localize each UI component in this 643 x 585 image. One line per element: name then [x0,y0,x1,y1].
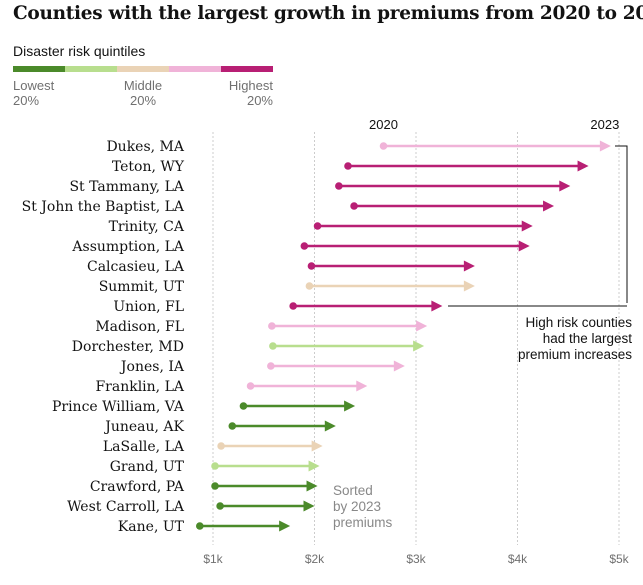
chart-title: Counties with the largest growth in prem… [13,3,643,24]
arrow-head [413,340,425,352]
county-label: Jones, IA [119,359,185,375]
county-label: Juneau, AK [103,419,184,435]
annotation-sorted-line: Sorted [333,483,373,498]
start-point [344,162,352,170]
legend-swatch-3 [117,66,169,72]
legend-swatch-4 [169,66,221,72]
start-point [211,482,219,490]
start-point [269,342,277,350]
start-point [196,522,204,530]
arrow-head [279,520,291,532]
legend-label-middle-line2: 20% [129,93,157,108]
legend-title: Disaster risk quintiles [13,43,146,59]
start-point [313,222,322,230]
start-point [211,462,219,470]
x-tick-label: $2k [305,552,325,566]
arrow-head [463,280,475,292]
legend-label-lowest-line2: 20% [13,93,40,108]
annotation-bracket [615,145,628,303]
series-label-2023: 2023 [590,117,619,132]
start-point [216,502,224,510]
start-point [335,182,343,190]
annotation-high-risk-line: had the largest [543,331,633,346]
arrow-head [416,320,428,332]
x-tick-label: $3k [406,552,426,566]
arrow-head [577,160,589,172]
start-point [228,422,237,430]
arrow-head [599,140,611,152]
arrow-head [559,180,571,192]
legend-swatch-5 [221,66,273,72]
county-label: Kane, UT [118,519,185,535]
arrow-head [518,240,530,252]
annotation-sorted-line: by 2023 [333,499,381,514]
x-tick-label: $1k [203,552,223,566]
start-point [246,382,255,390]
arrow-head [303,500,315,512]
county-label: Calcasieu, LA [87,259,185,275]
start-point [350,202,358,210]
legend-label-highest-line1: Highest [228,78,273,93]
arrow-head [356,380,368,392]
county-label: LaSalle, LA [103,439,185,455]
county-label: Crawford, PA [90,479,185,495]
arrow-head [324,420,336,432]
arrow-head [344,400,356,412]
legend-label-lowest: Lowest 20% [13,78,54,108]
annotation-high-risk-line: premium increases [518,347,632,362]
county-label: Dorchester, MD [72,339,184,355]
arrow-head [431,300,443,312]
annotation-sorted-line: premiums [333,515,393,530]
legend-swatch-2 [65,66,117,72]
arrow-head [311,440,323,452]
x-tick-label: $4k [508,552,528,566]
legend-label-highest-line2: 20% [246,93,273,108]
series-label-2020: 2020 [369,117,398,132]
start-point [267,362,275,370]
county-label: St Tammany, LA [69,179,184,195]
county-label: Trinity, CA [109,219,185,235]
arrow-head [463,260,475,272]
x-tick-label: $5k [609,552,629,566]
start-point [268,322,276,330]
arrow-head [393,360,405,372]
county-label: Union, FL [113,299,184,315]
start-point [379,142,388,150]
legend-color-bar [13,66,273,72]
start-point [217,442,225,450]
county-label: Assumption, LA [71,239,184,255]
legend-label-lowest-line1: Lowest [13,78,55,93]
county-label: Madison, FL [95,319,184,335]
county-label: Grand, UT [110,459,185,475]
start-point [300,242,309,250]
county-label: Teton, WY [112,159,185,175]
legend-swatch-1 [13,66,65,72]
legend-label-highest: Highest 20% [213,78,273,108]
arrow-head [308,460,320,472]
arrow-head [543,200,555,212]
county-label: Dukes, MA [106,139,184,155]
start-point [289,302,297,310]
legend-label-middle-line1: Middle [123,78,163,93]
county-label: St John the Baptist, LA [22,199,185,215]
county-label: West Carroll, LA [67,499,185,515]
county-label: Franklin, LA [95,379,184,395]
arrow-head [521,220,533,232]
start-point [307,262,316,270]
arrow-head [306,480,318,492]
legend-label-middle: Middle 20% [118,78,168,108]
start-point [239,402,248,410]
county-label: Prince William, VA [52,399,185,415]
county-label: Summit, UT [99,279,185,295]
annotation-high-risk-line: High risk counties [525,315,632,330]
start-point [305,282,314,290]
